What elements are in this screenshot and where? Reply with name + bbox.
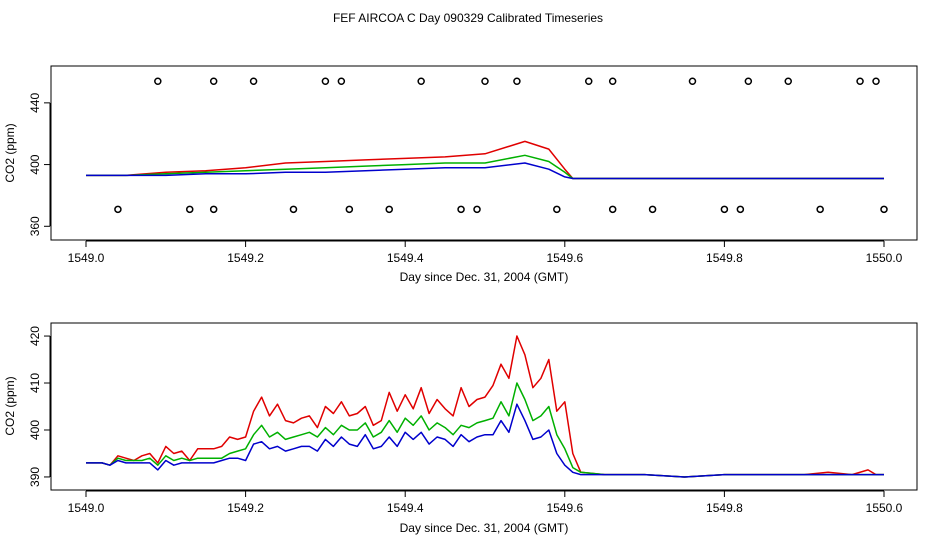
bottom-marker bbox=[648, 205, 657, 214]
top-marker-layer bbox=[114, 77, 888, 214]
top-marker bbox=[784, 77, 792, 86]
top-axes: 1549.0 1549.2 1549.4 1549.6 1549.8 1550.0 360 4… bbox=[28, 93, 903, 265]
bottom-marker bbox=[816, 205, 824, 214]
x-tick-label: 1549.6 bbox=[546, 501, 583, 515]
y-tick-label: 420 bbox=[28, 326, 42, 346]
top-marker bbox=[584, 77, 593, 86]
bottom-panel: 1549.0 1549.2 1549.4 1549.6 1549.8 1550.0 390 4… bbox=[3, 322, 918, 535]
top-marker bbox=[856, 77, 864, 86]
series-blue-line bbox=[86, 162, 884, 180]
x-tick-label: 1549.4 bbox=[387, 251, 424, 265]
x-tick-label: 1550.0 bbox=[866, 501, 903, 515]
x-tick-label: 1549.0 bbox=[68, 501, 105, 515]
x-tick-label: 1549.0 bbox=[68, 251, 105, 265]
top-marker bbox=[417, 77, 425, 86]
top-panel: 1549.0 1549.2 1549.4 1549.6 1549.8 1550.0 360 4… bbox=[3, 65, 918, 284]
top-marker bbox=[209, 77, 218, 86]
x-tick-label: 1549.8 bbox=[706, 501, 743, 515]
chart-title: FEF AIRCOA C Day 090329 Calibrated Times… bbox=[333, 11, 603, 25]
bottom-marker bbox=[345, 205, 354, 214]
top-marker bbox=[337, 77, 346, 86]
bottom-marker bbox=[880, 205, 888, 214]
top-marker bbox=[608, 77, 617, 86]
x-tick-label: 1549.2 bbox=[227, 251, 264, 265]
series-green-line bbox=[86, 382, 884, 478]
bottom-axes: 1549.0 1549.2 1549.4 1549.6 1549.8 1550.0 390 4… bbox=[28, 326, 903, 515]
y-tick-label: 400 bbox=[28, 154, 42, 174]
series-red-line bbox=[86, 335, 884, 478]
bottom-marker bbox=[736, 205, 745, 214]
bottom-marker bbox=[608, 205, 617, 214]
series-green-line bbox=[86, 154, 884, 180]
top-marker bbox=[249, 77, 258, 86]
top-marker bbox=[513, 77, 521, 86]
x-tick-label: 1549.8 bbox=[706, 251, 743, 265]
bottom-marker bbox=[385, 205, 393, 214]
x-tick-label: 1549.4 bbox=[387, 501, 424, 515]
top-marker bbox=[154, 77, 162, 86]
top-marker bbox=[321, 77, 330, 86]
bottom-marker bbox=[457, 205, 465, 214]
y-tick-label: 410 bbox=[28, 373, 42, 393]
x-tick-label: 1549.2 bbox=[227, 501, 264, 515]
bottom-y-axis-label: CO2 (ppm) bbox=[3, 376, 17, 435]
series-blue-line bbox=[86, 403, 884, 478]
bottom-x-axis-label: Day since Dec. 31, 2004 (GMT) bbox=[400, 521, 569, 535]
top-series-layer bbox=[86, 140, 884, 180]
bottom-marker bbox=[553, 205, 561, 214]
bottom-marker bbox=[114, 205, 122, 214]
bottom-marker bbox=[185, 205, 194, 214]
y-tick-label: 400 bbox=[28, 420, 42, 440]
top-x-axis-label: Day since Dec. 31, 2004 (GMT) bbox=[400, 270, 569, 284]
y-tick-label: 440 bbox=[28, 93, 42, 113]
bottom-marker bbox=[209, 205, 218, 214]
y-tick-label: 360 bbox=[28, 216, 42, 236]
x-tick-label: 1549.6 bbox=[546, 251, 583, 265]
bottom-plot-frame bbox=[50, 322, 918, 491]
x-tick-label: 1550.0 bbox=[866, 251, 903, 265]
top-plot-frame bbox=[50, 65, 918, 241]
bottom-marker bbox=[720, 205, 729, 214]
top-y-axis-label: CO2 (ppm) bbox=[3, 123, 17, 182]
top-marker bbox=[872, 77, 880, 86]
top-marker bbox=[481, 77, 489, 86]
y-tick-label: 390 bbox=[28, 467, 42, 487]
bottom-marker bbox=[289, 205, 298, 214]
top-marker bbox=[744, 77, 753, 86]
bottom-series-layer bbox=[86, 335, 884, 478]
top-marker bbox=[688, 77, 697, 86]
bottom-marker bbox=[473, 205, 481, 214]
